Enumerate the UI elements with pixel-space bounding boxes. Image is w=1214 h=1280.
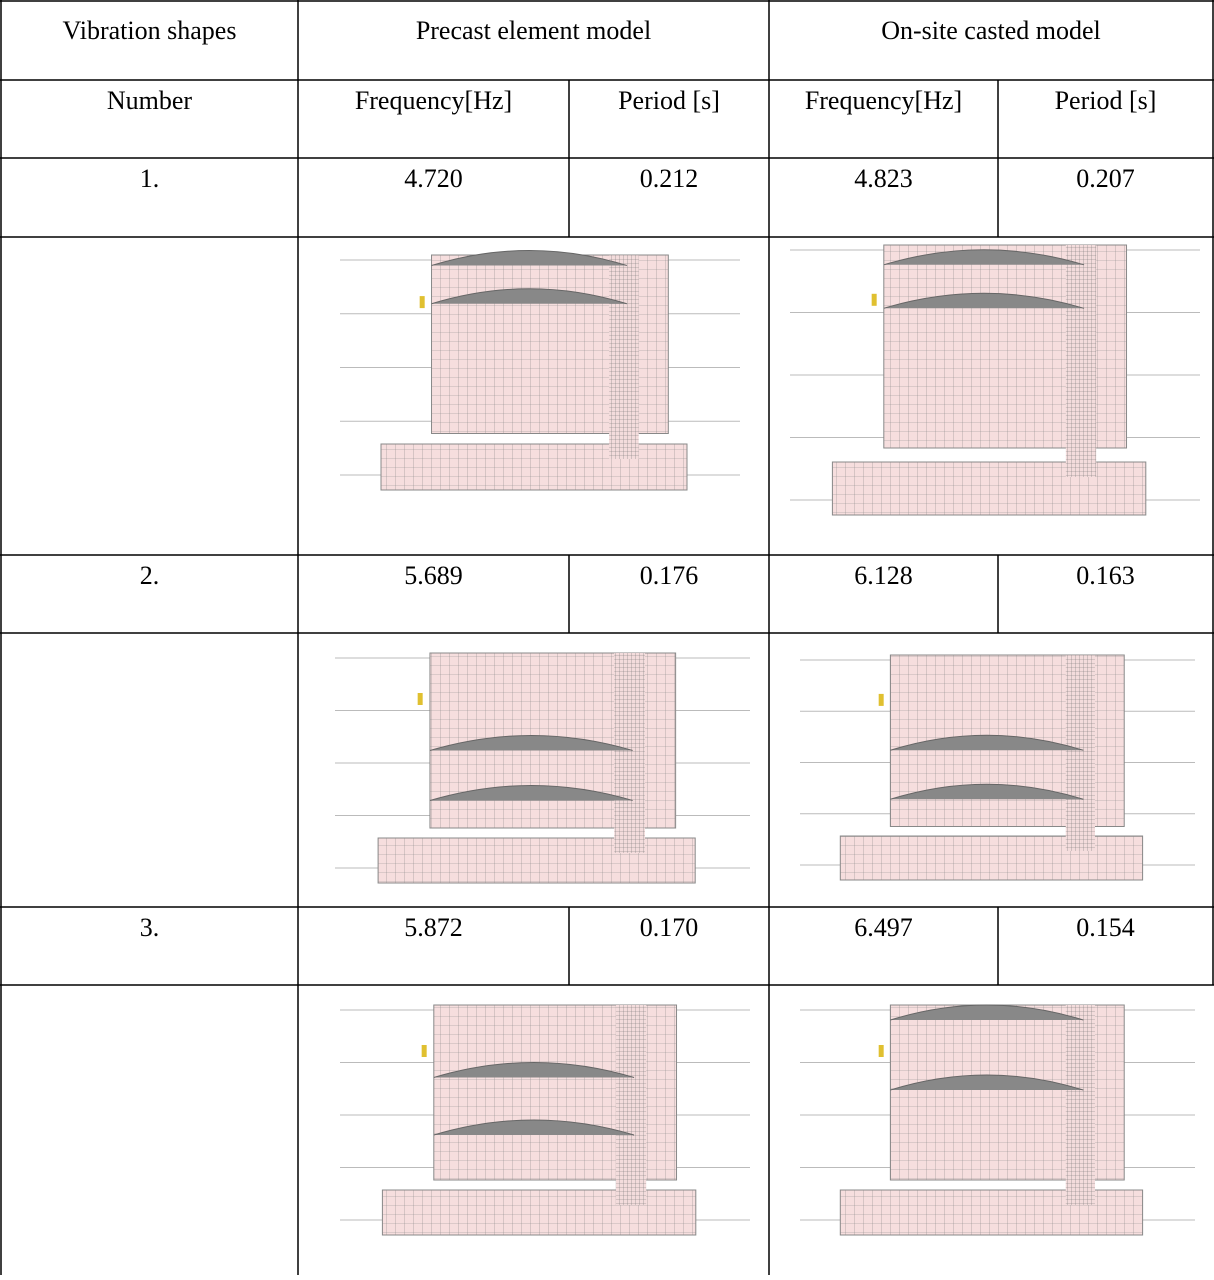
deformed-slab [890, 734, 1084, 751]
data-cell: 0.163 [1076, 561, 1135, 590]
column-marker [871, 293, 877, 306]
data-cell: 0.154 [1076, 913, 1135, 942]
data-cell: 5.689 [404, 561, 463, 590]
mode-shape-image [335, 652, 750, 884]
data-cell: 4.823 [854, 164, 913, 193]
column-marker [878, 1045, 884, 1057]
subheader-cell: Number [107, 86, 193, 115]
subheader-cell: Frequency[Hz] [805, 86, 962, 115]
mesh-base [377, 837, 696, 884]
column-marker [878, 693, 884, 706]
data-cell: 4.720 [404, 164, 463, 193]
deformed-slab [431, 250, 628, 266]
column-marker [421, 1045, 427, 1057]
header-cell: Vibration shapes [63, 16, 237, 45]
deformed-slab [433, 1119, 635, 1136]
mesh-base [839, 1189, 1144, 1236]
column-marker [419, 296, 425, 309]
data-cell: 0.170 [640, 913, 699, 942]
deformed-slab [429, 785, 633, 801]
data-cell: 6.497 [854, 913, 913, 942]
wall [609, 255, 639, 459]
data-cell: 1. [140, 164, 160, 193]
data-cell: 2. [140, 561, 160, 590]
wall [1065, 245, 1097, 477]
deformed-slab [433, 1062, 635, 1078]
deformed-slab [890, 783, 1084, 800]
mode-shape-image [340, 1004, 750, 1236]
subheader-cell: Period [s] [618, 86, 720, 115]
wall [614, 653, 645, 853]
deformed-slab [431, 288, 628, 305]
mode-shape-image [800, 654, 1195, 881]
wall [615, 1005, 647, 1205]
data-cell: 5.872 [404, 913, 463, 942]
data-cell: 3. [140, 913, 160, 942]
mesh-base [380, 443, 688, 491]
data-cell: 0.207 [1076, 164, 1135, 193]
column-marker [417, 693, 423, 705]
data-cell: 0.176 [640, 561, 699, 590]
header-cell: On-site casted model [881, 16, 1101, 45]
deformed-slab [890, 1074, 1084, 1091]
deformed-slab [883, 292, 1085, 309]
wall [1065, 655, 1095, 851]
deformed-slab [890, 1004, 1084, 1021]
subheader-cell: Frequency[Hz] [355, 86, 512, 115]
mode-shape-image [790, 244, 1200, 516]
mode-shape-image [800, 1004, 1195, 1236]
header-cell: Precast element model [416, 16, 651, 45]
mesh-base [839, 835, 1144, 881]
deformed-slab [429, 735, 633, 751]
mesh-base [831, 461, 1147, 516]
mesh-base [381, 1189, 697, 1236]
wall [1065, 1005, 1095, 1205]
data-cell: 0.212 [640, 164, 699, 193]
mode-shape-image [340, 250, 740, 491]
data-cell: 6.128 [854, 561, 913, 590]
subheader-cell: Period [s] [1055, 86, 1157, 115]
deformed-slab [883, 249, 1085, 266]
